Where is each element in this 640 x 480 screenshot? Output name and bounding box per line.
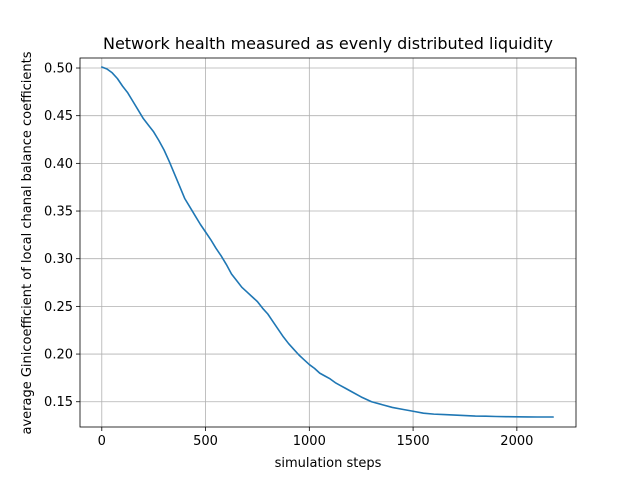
series-line xyxy=(100,66,554,418)
x-tick-label: 500 xyxy=(193,434,218,449)
x-tick-label: 0 xyxy=(98,434,106,449)
x-tick-label: 2000 xyxy=(500,434,533,449)
y-axis-label: average Ginicoefficient of local chanal … xyxy=(20,51,35,434)
x-tick-label: 1000 xyxy=(293,434,326,449)
y-tick-label: 0.15 xyxy=(44,395,73,410)
y-tick-label: 0.25 xyxy=(44,300,73,315)
y-tick-label: 0.20 xyxy=(44,348,73,363)
x-axis-label: simulation steps xyxy=(275,456,382,471)
x-tick-label: 1500 xyxy=(397,434,430,449)
grid-lines xyxy=(80,58,576,427)
y-tick-label: 0.30 xyxy=(44,252,73,267)
y-tick-label: 0.50 xyxy=(44,62,73,77)
axis-ticks: 0 500 1000 1500 2000 0.15 0.20 0.25 0.30 0.35 0.40… xyxy=(44,62,533,449)
chart-title: Network health measured as evenly distri… xyxy=(103,34,553,53)
y-tick-label: 0.45 xyxy=(44,109,73,124)
y-tick-label: 0.40 xyxy=(44,157,73,172)
plot-frame xyxy=(79,57,577,428)
y-tick-label: 0.35 xyxy=(44,205,73,220)
